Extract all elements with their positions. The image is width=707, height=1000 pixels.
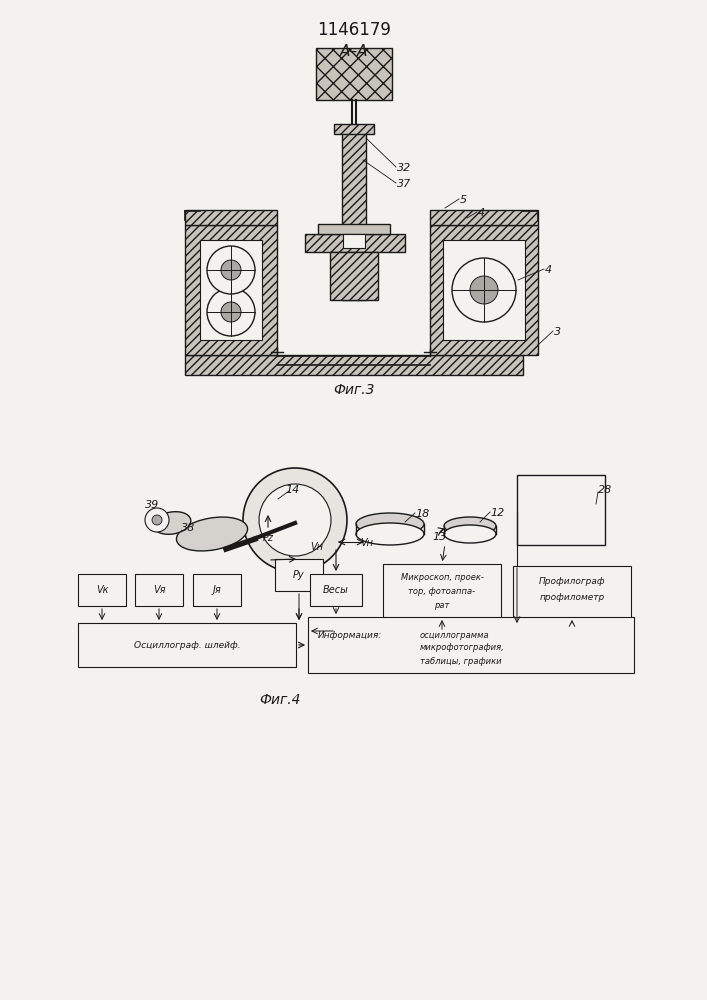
- Circle shape: [145, 508, 169, 532]
- Text: рат: рат: [434, 601, 450, 610]
- Ellipse shape: [356, 523, 424, 545]
- Text: тор, фотоаппа-: тор, фотоаппа-: [409, 587, 476, 596]
- Text: Jя: Jя: [213, 585, 221, 595]
- Text: Vн: Vн: [361, 538, 373, 548]
- Text: Фиг.4: Фиг.4: [259, 693, 300, 707]
- Circle shape: [452, 258, 516, 322]
- Text: 14: 14: [285, 485, 299, 495]
- Text: Фиг.3: Фиг.3: [333, 383, 375, 397]
- Bar: [185, 210, 277, 225]
- Text: Микроскоп, проек-: Микроскоп, проек-: [401, 574, 484, 582]
- Circle shape: [221, 302, 241, 322]
- Circle shape: [243, 468, 347, 572]
- Text: 3: 3: [554, 327, 561, 337]
- Circle shape: [470, 276, 498, 304]
- Bar: [275, 559, 323, 591]
- Text: 32: 32: [397, 163, 411, 173]
- Text: 4: 4: [545, 265, 552, 275]
- Text: Pz: Pz: [262, 533, 274, 543]
- Bar: [443, 240, 525, 340]
- Text: Vн: Vн: [310, 542, 324, 552]
- Circle shape: [152, 515, 162, 525]
- Bar: [193, 574, 241, 606]
- Circle shape: [259, 484, 331, 556]
- Ellipse shape: [444, 517, 496, 535]
- Ellipse shape: [153, 512, 191, 534]
- Text: осциллограмма: осциллограмма: [420, 631, 490, 640]
- Text: 38: 38: [181, 523, 195, 533]
- Circle shape: [207, 246, 255, 294]
- Bar: [185, 225, 277, 355]
- Text: 39: 39: [145, 500, 159, 510]
- Text: микрофотография,: микрофотография,: [420, 644, 505, 652]
- Bar: [513, 566, 631, 626]
- Text: Vк: Vк: [95, 585, 108, 595]
- Bar: [517, 475, 605, 545]
- Text: 18: 18: [415, 509, 429, 519]
- Bar: [343, 234, 365, 248]
- Text: Весы: Весы: [323, 585, 349, 595]
- Ellipse shape: [177, 517, 247, 551]
- Bar: [318, 224, 390, 234]
- Text: 1146179: 1146179: [317, 21, 391, 39]
- Text: профилометр: профилометр: [539, 593, 604, 602]
- Bar: [78, 623, 296, 667]
- Text: 28: 28: [598, 485, 612, 495]
- Bar: [135, 574, 183, 606]
- Text: 13: 13: [432, 532, 446, 542]
- Circle shape: [207, 288, 255, 336]
- Bar: [305, 234, 405, 252]
- Bar: [342, 130, 366, 300]
- Bar: [430, 225, 538, 355]
- Text: Vя: Vя: [153, 585, 165, 595]
- Text: Информация:: Информация:: [318, 631, 382, 640]
- Ellipse shape: [444, 525, 496, 543]
- Text: Py: Py: [293, 570, 305, 580]
- Text: Осциллограф. шлейф.: Осциллограф. шлейф.: [134, 641, 240, 650]
- Bar: [430, 210, 538, 225]
- Text: 37: 37: [397, 179, 411, 189]
- Bar: [78, 574, 126, 606]
- Circle shape: [221, 260, 241, 280]
- Text: 4: 4: [478, 208, 485, 218]
- Text: 5: 5: [460, 195, 467, 205]
- Text: Профилограф: Профилограф: [539, 578, 605, 586]
- Text: таблицы, графики: таблицы, графики: [420, 656, 502, 666]
- Bar: [334, 124, 374, 134]
- Bar: [330, 252, 378, 300]
- Bar: [310, 574, 362, 606]
- Text: А–А: А–А: [340, 44, 368, 60]
- Bar: [383, 564, 501, 632]
- Bar: [316, 48, 392, 100]
- Bar: [308, 617, 634, 673]
- Bar: [200, 240, 262, 340]
- Text: 12: 12: [490, 508, 504, 518]
- Bar: [185, 355, 523, 375]
- Ellipse shape: [356, 513, 424, 535]
